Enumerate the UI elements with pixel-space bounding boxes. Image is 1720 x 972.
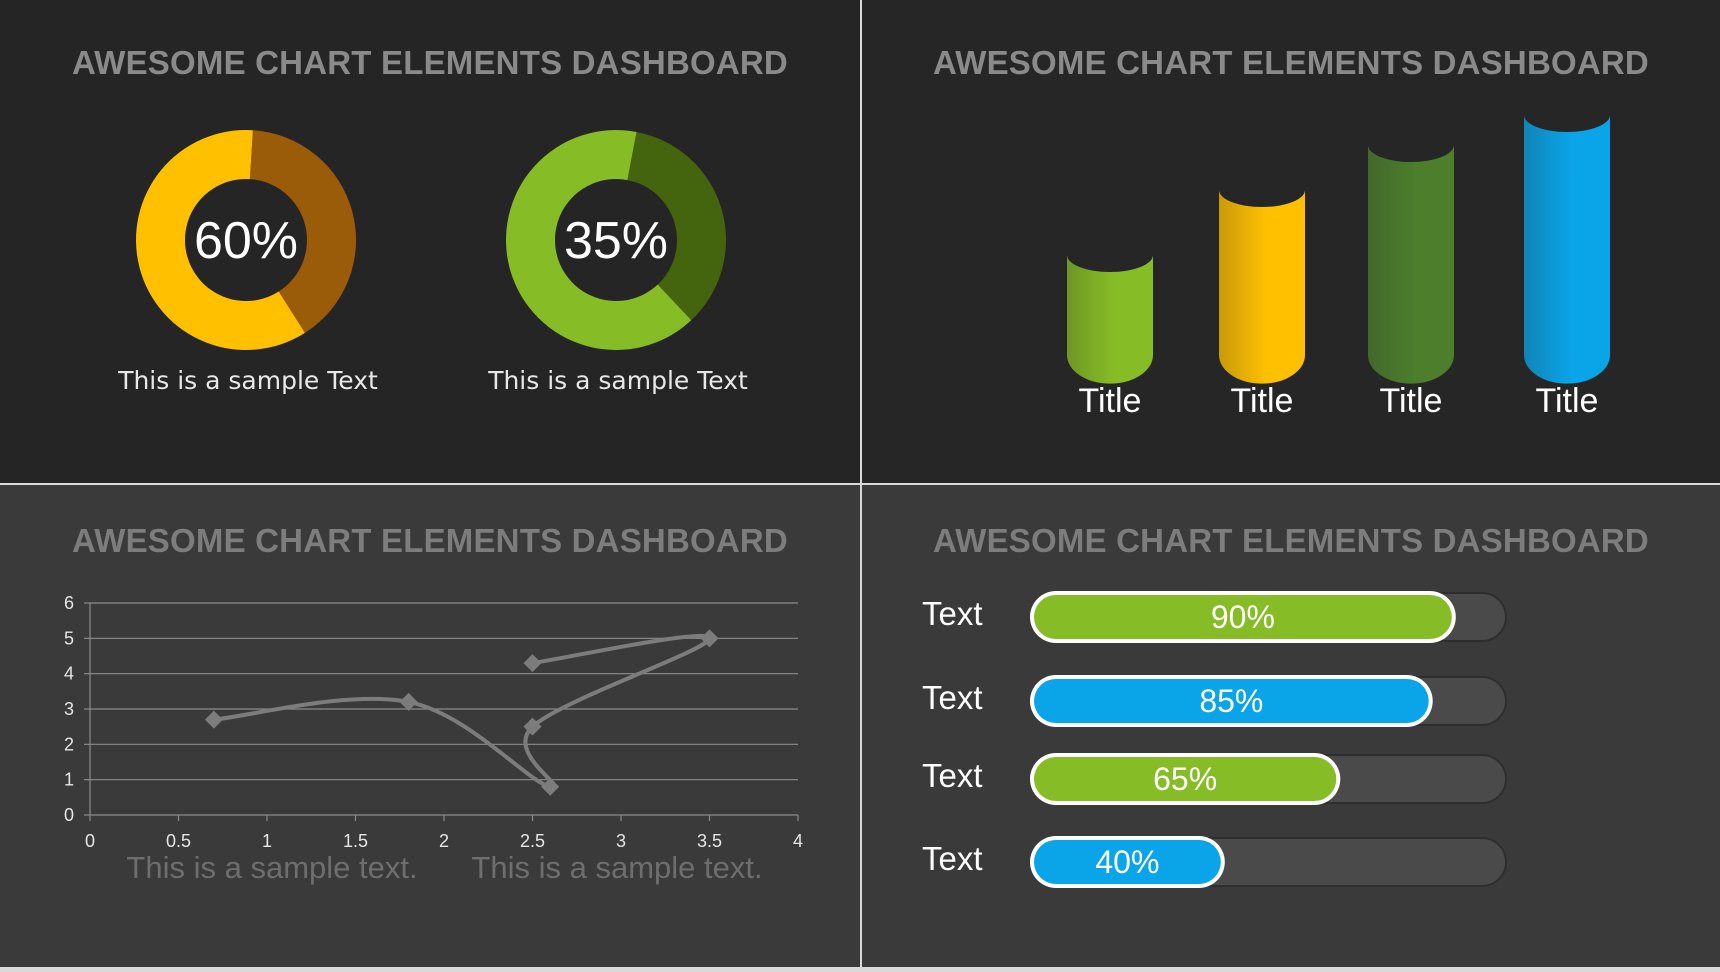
progress-row: 65% Text — [922, 753, 1507, 805]
progress-row: 85% Text — [922, 675, 1507, 727]
donut-rest-segment — [506, 130, 692, 350]
x-tick-label: 1 — [262, 831, 272, 851]
y-tick-label: 6 — [64, 593, 74, 613]
donut-value-label: 35% — [564, 212, 668, 270]
progress-label: Text — [922, 840, 983, 877]
data-point — [700, 629, 719, 648]
donut-value-label: 60% — [194, 212, 298, 270]
cylinder-label: Title — [1380, 382, 1443, 420]
progress-chart: 90% Text 85% Text 65% Text 40% Text — [922, 591, 1507, 888]
donut-panel: AWESOME CHART ELEMENTS DASHBOARD 60% This… — [0, 0, 860, 483]
x-tick-label: 2 — [439, 831, 449, 851]
cylinder-label: Title — [1231, 382, 1294, 420]
progress-value: 85% — [1199, 683, 1263, 719]
y-tick-label: 5 — [64, 628, 74, 648]
y-tick-label: 3 — [64, 699, 74, 719]
progress-fill — [1034, 679, 1429, 723]
cylinder-body — [1368, 145, 1454, 384]
cylinder-bar: Title — [1219, 190, 1305, 420]
donut-1: 60% This is a sample Text — [117, 129, 378, 395]
donut-caption: This is a sample Text — [487, 366, 748, 395]
line-caption: This is a sample text. — [471, 850, 762, 885]
progress-label: Text — [922, 757, 983, 794]
progress-fill — [1034, 840, 1221, 884]
x-tick-label: 3 — [616, 831, 626, 851]
progress-label: Text — [922, 595, 983, 632]
x-tick-label: 1.5 — [343, 831, 368, 851]
progress-fill — [1034, 595, 1452, 639]
cylinder-body — [1524, 115, 1610, 384]
line-caption: This is a sample text. — [126, 850, 417, 885]
donut-caption: This is a sample Text — [117, 366, 378, 395]
progress-row: 90% Text — [922, 591, 1507, 643]
cylinder-chart: Title Title Title Title — [1067, 115, 1610, 420]
series-line — [213, 633, 712, 789]
donut-chart: 60% This is a sample Text 35% This is a sam… — [117, 129, 748, 395]
panel-title: AWESOME CHART ELEMENTS DASHBOARD — [72, 522, 788, 559]
y-tick-label: 2 — [64, 734, 74, 754]
progress-value: 90% — [1211, 599, 1275, 635]
x-tick-label: 3.5 — [697, 831, 722, 851]
cylinder-bar: Title — [1368, 145, 1454, 420]
cylinder-label: Title — [1536, 382, 1599, 420]
x-tick-label: 0.5 — [166, 831, 191, 851]
donut-value-segment — [627, 131, 726, 321]
y-tick-label: 1 — [64, 770, 74, 790]
progress-value: 40% — [1095, 844, 1159, 880]
line-chart: 0 1 2 3 4 5 6 0 0.5 1 1.5 2 2.5 3 3.5 4 This is a sample… — [64, 593, 803, 885]
progress-panel: AWESOME CHART ELEMENTS DASHBOARD 90% Text… — [862, 485, 1720, 967]
data-point — [523, 717, 542, 736]
cylinder-bar: Title — [1067, 255, 1153, 420]
cylinder-panel: AWESOME CHART ELEMENTS DASHBOARD Title Ti… — [862, 0, 1720, 483]
cylinder-label: Title — [1079, 382, 1142, 420]
progress-fill — [1034, 757, 1337, 801]
y-tick-label: 4 — [64, 664, 74, 684]
cylinder-body — [1219, 190, 1305, 384]
progress-row: 40% Text — [922, 836, 1507, 888]
progress-label: Text — [922, 679, 983, 716]
progress-value: 65% — [1153, 761, 1217, 797]
x-tick-label: 2.5 — [520, 831, 545, 851]
panel-title: AWESOME CHART ELEMENTS DASHBOARD — [933, 44, 1649, 81]
panel-title: AWESOME CHART ELEMENTS DASHBOARD — [72, 44, 788, 81]
x-tick-label: 4 — [793, 831, 803, 851]
data-point — [399, 692, 418, 711]
cylinder-bar: Title — [1524, 115, 1610, 420]
donut-rest-segment — [249, 130, 356, 333]
x-tick-label: 0 — [85, 831, 95, 851]
line-panel: AWESOME CHART ELEMENTS DASHBOARD 0 1 2 3 4 5 6… — [0, 485, 860, 967]
gridlines — [90, 602, 798, 781]
data-point — [541, 777, 560, 796]
donut-2: 35% This is a sample Text — [487, 130, 748, 395]
panel-title: AWESOME CHART ELEMENTS DASHBOARD — [933, 522, 1649, 559]
data-point — [204, 710, 223, 729]
donut-value-segment — [135, 129, 305, 350]
y-tick-label: 0 — [64, 805, 74, 825]
data-point — [523, 654, 542, 673]
cylinder-body — [1067, 255, 1153, 384]
